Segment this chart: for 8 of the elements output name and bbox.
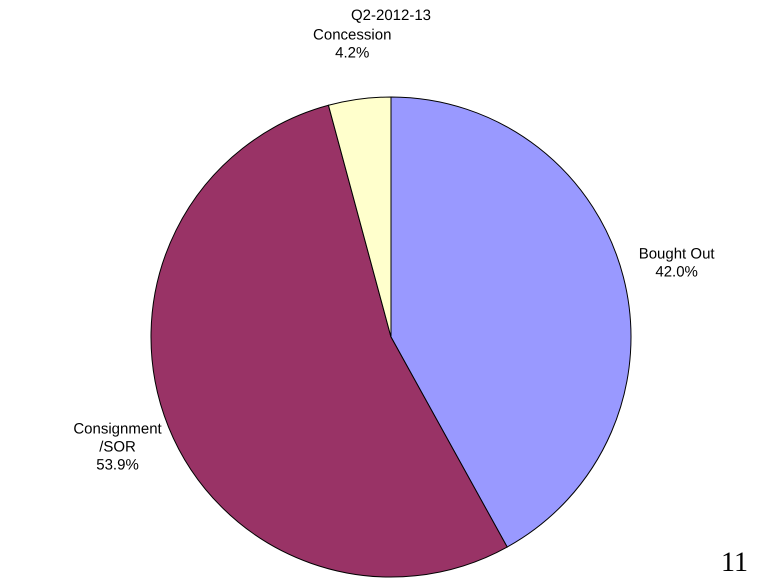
data-label: 42.0% bbox=[655, 263, 698, 280]
slice-label: Bought Out bbox=[638, 245, 716, 262]
slice-label: Consignment /SOR bbox=[73, 420, 163, 456]
chart-title: Q2-2012-13 bbox=[350, 7, 432, 24]
data-label: 53.9% bbox=[96, 456, 139, 474]
data-label: 4.2% bbox=[335, 44, 370, 62]
text: 11 bbox=[721, 547, 748, 578]
slice-label: Concession bbox=[313, 26, 392, 44]
